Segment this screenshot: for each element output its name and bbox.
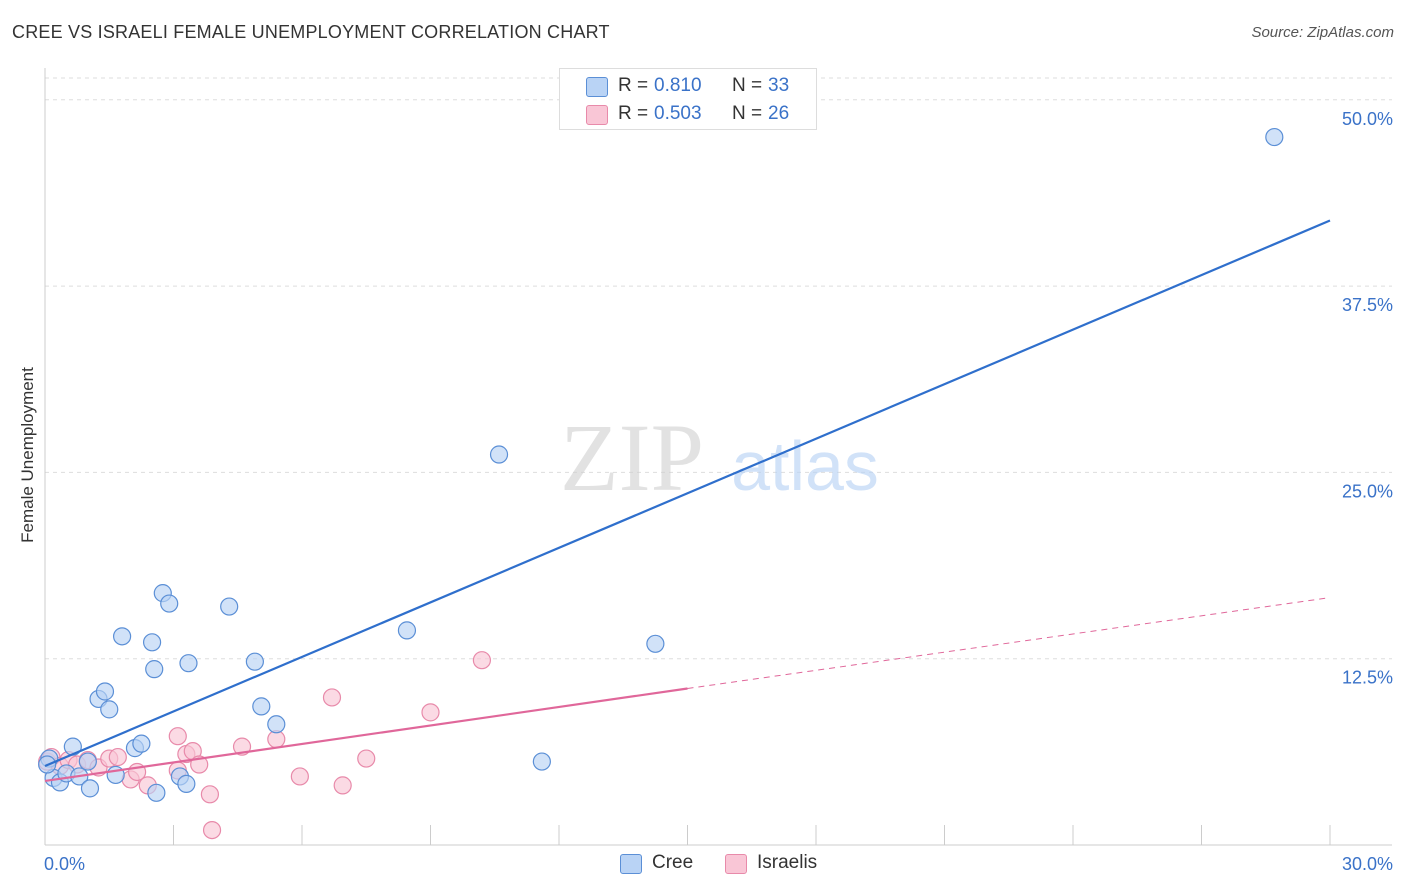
cree-point — [489, 445, 509, 464]
israelis-swatch — [586, 105, 608, 125]
cree-n-label: N = — [732, 75, 763, 96]
cree-point — [160, 594, 179, 613]
israelis-point — [168, 727, 187, 746]
x-tick-label-max: 30.0% — [1342, 854, 1393, 874]
bottom-legend-cree-label: Cree — [652, 852, 694, 873]
israelis-n-value: 26 — [768, 103, 790, 124]
y-tick-label: 50.0% — [1342, 109, 1393, 129]
cree-point — [100, 700, 119, 719]
cree-point — [142, 633, 162, 652]
bottom-legend-israelis-label: Israelis — [757, 852, 818, 873]
x-tick-label-min: 0.0% — [44, 854, 85, 874]
chart-source: Source: ZipAtlas.com — [1251, 24, 1394, 41]
cree-point — [245, 652, 264, 671]
cree-n-value: 33 — [768, 75, 790, 96]
israelis-trend-extension — [687, 597, 1331, 690]
cree-point — [220, 597, 239, 616]
watermark-atlas: atlas — [731, 427, 879, 505]
y-tick-label: 12.5% — [1342, 668, 1393, 688]
israelis-r-value: 0.503 — [654, 103, 702, 124]
cree-point — [646, 634, 665, 653]
cree-point — [112, 627, 132, 646]
israelis-point — [202, 820, 222, 840]
cree-point — [532, 752, 551, 771]
cree-trend-line — [44, 219, 1331, 768]
israelis-point — [333, 776, 352, 795]
cree-point — [267, 715, 286, 734]
cree-point — [179, 654, 198, 673]
chart-title: CREE VS ISRAELI FEMALE UNEMPLOYMENT CORR… — [12, 22, 610, 42]
cree-swatch — [586, 77, 608, 97]
cree-point — [1265, 127, 1284, 147]
cree-r-label: R = — [618, 75, 649, 96]
israelis-n-label: N = — [732, 103, 763, 124]
cree-point — [95, 682, 115, 701]
israelis-point — [421, 703, 440, 722]
correlation-legend: R = 0.810 N = 33 R = 0.503 N = 26 — [559, 68, 817, 130]
cree-point — [177, 774, 196, 793]
watermark-zip: ZIP — [560, 404, 704, 511]
israelis-trend-line — [44, 687, 688, 783]
israelis-r-label: R = — [618, 103, 649, 124]
israelis-point — [290, 767, 309, 786]
cree-point — [80, 779, 100, 798]
y-tick-label: 25.0% — [1342, 481, 1393, 501]
y-axis-label: Female Unemployment — [18, 367, 37, 543]
israelis-point — [357, 749, 376, 768]
y-tick-label: 37.5% — [1342, 295, 1393, 315]
israelis-point — [200, 785, 220, 804]
cree-point — [132, 734, 151, 753]
cree-point — [252, 697, 271, 716]
cree-point — [78, 752, 97, 771]
cree-point — [397, 621, 417, 640]
bottom-legend-cree-swatch — [620, 854, 642, 874]
bottom-legend-israelis-swatch — [725, 854, 747, 874]
israelis-point — [472, 651, 491, 670]
cree-point — [147, 783, 166, 802]
cree-r-value: 0.810 — [654, 75, 702, 96]
cree-point — [145, 660, 164, 679]
israelis-point — [108, 747, 127, 767]
israelis-point — [322, 688, 342, 707]
